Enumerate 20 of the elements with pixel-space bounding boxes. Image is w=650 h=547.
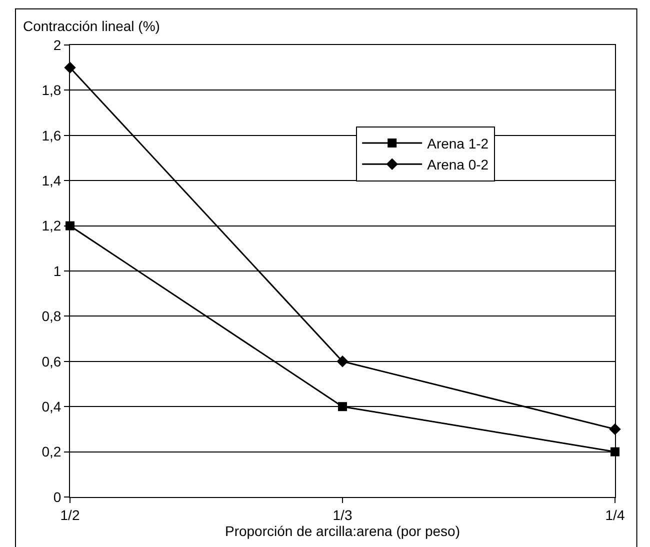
x-tick-label: 1/4	[605, 506, 625, 523]
x-tick-label: 1/2	[60, 506, 80, 523]
y-axis-title: Contracción lineal (%)	[23, 18, 160, 34]
y-tick-label: 1,6	[42, 127, 62, 144]
y-tick-label: 1	[53, 262, 62, 279]
y-tick-label: 0,4	[42, 398, 62, 414]
y-tick-label: 1,2	[42, 218, 62, 234]
y-tick-label: 1,4	[42, 172, 62, 188]
y-tick-label: 0	[53, 488, 62, 505]
y-tick-label: 1,8	[42, 82, 62, 98]
y-tick-label: 0,6	[42, 353, 62, 370]
point	[336, 356, 348, 368]
y-tick-label: 0,2	[42, 444, 62, 460]
y-tick-label: 0,8	[42, 308, 62, 324]
point	[338, 402, 347, 412]
x-tick-label: 1/3	[332, 506, 352, 523]
legend-label: Arena 1-2	[427, 135, 489, 152]
legend-label: Arena 0-2	[427, 156, 489, 173]
y-tick-label: 2	[53, 36, 62, 53]
x-axis-title: Proporción de arcilla:arena (por peso)	[224, 523, 460, 540]
